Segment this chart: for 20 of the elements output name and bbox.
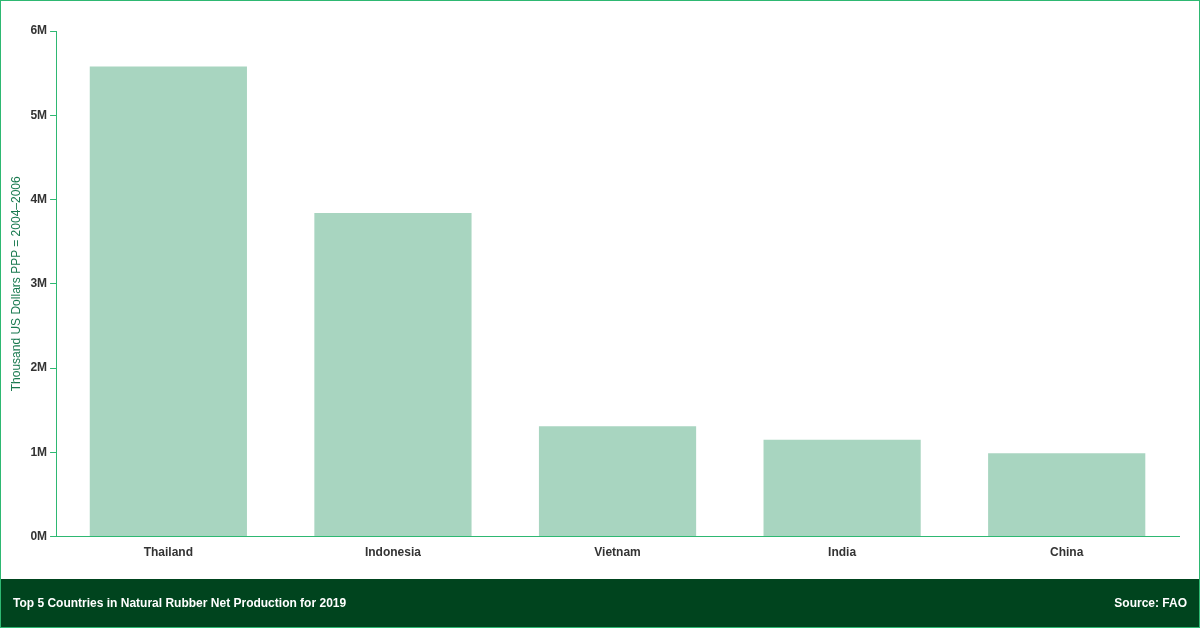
bar bbox=[314, 213, 472, 537]
y-tick-label: 0M bbox=[30, 528, 48, 543]
x-tick-label: Indonesia bbox=[364, 545, 422, 560]
x-tick-label: China bbox=[1050, 545, 1084, 560]
y-tick-label: 2M bbox=[30, 360, 48, 375]
x-tick-label: India bbox=[828, 545, 857, 560]
bar bbox=[763, 439, 921, 537]
y-tick-label: 5M bbox=[30, 107, 48, 122]
y-axis-title: Thousand US Dollars PPP = 2004–2006 bbox=[8, 176, 23, 392]
source-note: Source: FAO bbox=[1114, 596, 1187, 610]
y-tick-label: 3M bbox=[30, 276, 48, 291]
y-tick-label: 1M bbox=[30, 444, 48, 459]
bar bbox=[988, 453, 1146, 537]
y-tick-label: 4M bbox=[30, 191, 48, 206]
text: Top 5 Countries in Natural Rubber Net Production for 2019 bbox=[13, 596, 347, 610]
x-tick-label: Vietnam bbox=[594, 545, 641, 560]
bar bbox=[89, 66, 247, 537]
bar bbox=[538, 426, 697, 537]
y-tick-label: 6M bbox=[30, 23, 48, 38]
x-tick-label: Thailand bbox=[143, 545, 194, 560]
